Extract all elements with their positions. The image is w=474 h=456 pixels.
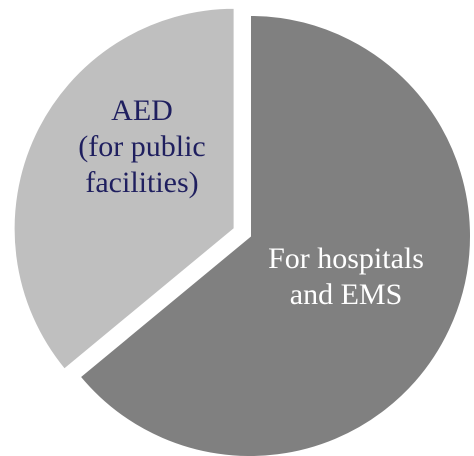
pie-slice-label-line: AED	[111, 94, 173, 127]
pie-slice-label-0: For hospitals and EMS	[268, 242, 424, 311]
pie-slice-label-1: AED (for public facilities)	[78, 94, 205, 199]
pie-slice-label-line: facilities)	[85, 166, 198, 199]
labels-layer: For hospitals and EMS AED (for public facili…	[78, 94, 424, 311]
pie-slice-1	[12, 6, 236, 372]
slices-layer	[12, 6, 472, 456]
pie-slice-label-line: (for public	[78, 130, 205, 163]
pie-slice-label-line: For hospitals	[268, 242, 424, 275]
pie-slice-0	[78, 13, 472, 456]
pie-slice-label-line: and EMS	[290, 278, 403, 311]
